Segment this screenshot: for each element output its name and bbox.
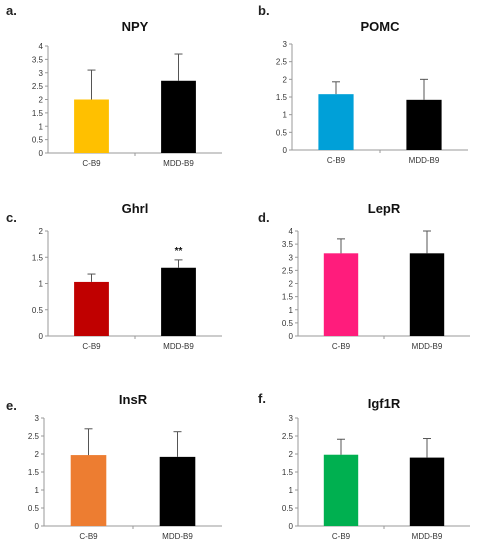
y-tick-label: 3 xyxy=(289,414,294,423)
y-tick-label: 0 xyxy=(283,146,288,155)
y-tick-label: 0.5 xyxy=(282,504,294,513)
chart-panel-5: e. InsR 0 0.5 1 1.5 2 2.5 3 C-B9 MDD-B9 xyxy=(6,392,222,541)
y-tick-label: 3 xyxy=(289,253,294,262)
y-tick-label: 2.5 xyxy=(32,82,44,91)
y-tick-label: 1.5 xyxy=(32,109,44,118)
y-tick-label: 1 xyxy=(39,280,44,289)
bar-c-b9 xyxy=(74,281,109,336)
panel-label: a. xyxy=(6,3,17,18)
y-tick-label: 0.5 xyxy=(32,136,44,145)
y-tick-label: 2 xyxy=(289,280,294,289)
bar-mdd-b9 xyxy=(409,253,445,336)
chart-title: Ghrl xyxy=(122,201,149,216)
bar-mdd-b9 xyxy=(161,267,196,336)
y-tick-label: 1 xyxy=(35,486,40,495)
significance-annotation: ** xyxy=(175,246,183,257)
bar-c-b9 xyxy=(323,253,359,336)
y-tick-label: 2 xyxy=(39,227,44,236)
y-tick-label: 2 xyxy=(39,96,44,105)
y-tick-label: 0.5 xyxy=(282,319,294,328)
chart-title: Igf1R xyxy=(368,396,401,411)
y-tick-label: 4 xyxy=(289,227,294,236)
y-tick-label: 3 xyxy=(283,40,288,49)
panel-label: c. xyxy=(6,210,17,225)
chart-title: LepR xyxy=(368,201,401,216)
x-tick-label: C-B9 xyxy=(332,532,351,541)
x-tick-label: C-B9 xyxy=(82,342,101,351)
panel-label: b. xyxy=(258,3,270,18)
bar-c-b9 xyxy=(318,94,354,150)
y-tick-label: 1.5 xyxy=(282,468,294,477)
panel-label: e. xyxy=(6,398,17,413)
y-tick-label: 1 xyxy=(289,486,294,495)
x-tick-label: MDD-B9 xyxy=(163,159,194,168)
panel-label: d. xyxy=(258,210,270,225)
y-tick-label: 0.5 xyxy=(32,306,44,315)
chart-panel-4: d. LepR 0 0.5 1 1.5 2 2.5 3 3.5 4 C-B9 MDD-B9 xyxy=(258,201,470,351)
y-tick-label: 2.5 xyxy=(282,432,294,441)
chart-title: InsR xyxy=(119,392,148,407)
y-tick-label: 2 xyxy=(283,75,288,84)
x-tick-label: MDD-B9 xyxy=(162,532,193,541)
y-tick-label: 1.5 xyxy=(28,468,40,477)
y-tick-label: 3 xyxy=(35,414,40,423)
chart-panel-1: a. NPY 0 0.5 1 1.5 2 2.5 3 3.5 4 C-B9 MDD-B9 xyxy=(6,3,222,168)
bar-c-b9 xyxy=(74,99,109,153)
chart-panel-6: f. Igf1R 0 0.5 1 1.5 2 2.5 3 C-B9 MDD-B9 xyxy=(258,391,470,541)
bar-mdd-b9 xyxy=(406,99,442,150)
bar-mdd-b9 xyxy=(409,457,445,526)
x-tick-label: MDD-B9 xyxy=(409,156,440,165)
y-tick-label: 0 xyxy=(39,149,44,158)
y-tick-label: 2.5 xyxy=(276,58,288,67)
chart-panel-2: b. POMC 0 0.5 1 1.5 2 2.5 3 C-B9 MDD-B9 xyxy=(258,3,468,165)
bar-mdd-b9 xyxy=(159,456,196,526)
x-tick-label: MDD-B9 xyxy=(163,342,194,351)
y-tick-label: 0 xyxy=(289,332,294,341)
y-tick-label: 4 xyxy=(39,42,44,51)
y-tick-label: 0 xyxy=(35,522,40,531)
y-tick-label: 0.5 xyxy=(28,504,40,513)
bar-mdd-b9 xyxy=(161,80,196,153)
x-tick-label: MDD-B9 xyxy=(412,342,443,351)
y-tick-label: 0.5 xyxy=(276,128,288,137)
x-tick-label: C-B9 xyxy=(332,342,351,351)
chart-title: POMC xyxy=(361,19,401,34)
x-tick-label: C-B9 xyxy=(82,159,101,168)
y-tick-label: 1.5 xyxy=(32,253,44,262)
y-tick-label: 2.5 xyxy=(282,266,294,275)
chart-panel-3: c. Ghrl 0 0.5 1 1.5 2 C-B9 MDD-B9 ** xyxy=(6,201,222,351)
bar-c-b9 xyxy=(323,454,359,526)
x-tick-label: MDD-B9 xyxy=(412,532,443,541)
y-tick-label: 1.5 xyxy=(282,293,294,302)
y-tick-label: 2.5 xyxy=(28,432,40,441)
y-tick-label: 3.5 xyxy=(282,240,294,249)
y-tick-label: 1 xyxy=(289,306,294,315)
y-tick-label: 0 xyxy=(289,522,294,531)
bar-c-b9 xyxy=(70,455,107,526)
x-tick-label: C-B9 xyxy=(327,156,346,165)
y-tick-label: 3 xyxy=(39,69,44,78)
panel-label: f. xyxy=(258,391,266,406)
y-tick-label: 3.5 xyxy=(32,55,44,64)
y-tick-label: 1 xyxy=(283,111,288,120)
y-tick-label: 1.5 xyxy=(276,93,288,102)
y-tick-label: 0 xyxy=(39,332,44,341)
chart-title: NPY xyxy=(122,19,149,34)
y-tick-label: 2 xyxy=(35,450,40,459)
x-tick-label: C-B9 xyxy=(79,532,98,541)
y-tick-label: 1 xyxy=(39,122,44,131)
y-tick-label: 2 xyxy=(289,450,294,459)
